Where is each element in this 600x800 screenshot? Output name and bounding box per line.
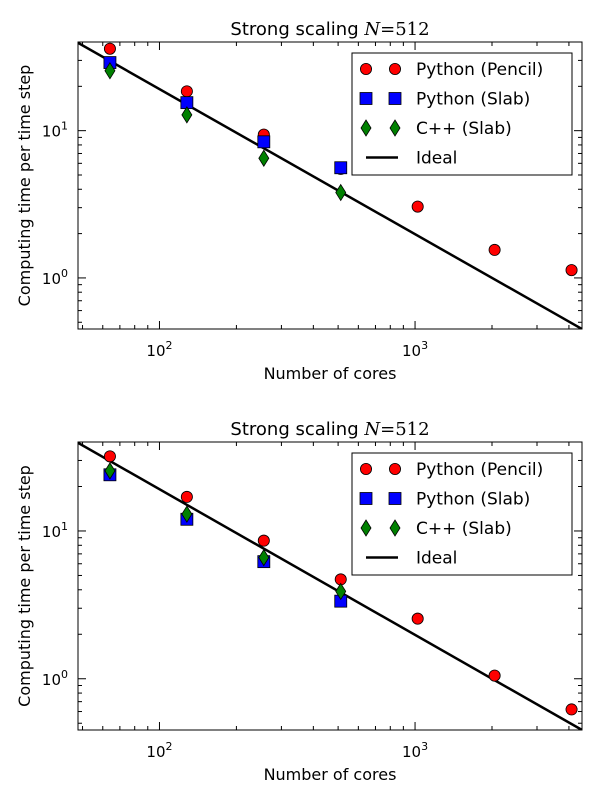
point-python-pencil [411,200,424,213]
x-tick-label: 102 [146,740,172,761]
point-c-slab [258,548,270,567]
point-python-pencil [565,703,578,716]
legend-label: C++ (Slab) [416,119,512,139]
legend: Python (Pencil) Python (Slab) C++ (Slab) Id… [351,452,573,576]
legend-label: C++ (Slab) [416,519,512,539]
legend-marker [359,92,373,105]
legend-marker [359,63,372,76]
legend-marker [359,462,372,475]
x-axis-label: Number of cores [264,765,397,784]
axes-frame [77,41,583,330]
legend-marker [388,92,402,105]
markers [103,450,578,716]
point-python-pencil [411,612,424,625]
ticks [78,441,582,730]
legend-label: Python (Slab) [416,490,530,510]
ideal-line [78,42,582,329]
legend-marker [360,519,372,537]
point-python-pencil [103,42,116,55]
point-c-slab [181,106,193,124]
plot-area [78,442,582,730]
legend-label: Ideal [416,149,457,169]
y-axis-label: Computing time per time step [15,465,34,707]
ideal-line [78,442,582,730]
y-axis-label: Computing time per time step [15,65,34,307]
point-python-pencil [103,450,116,463]
legend-marker [389,119,401,137]
point-python-slab [257,135,271,149]
point-python-pencil [488,669,501,682]
point-c-slab [104,62,116,80]
y-tick-label: 101 [42,120,68,141]
axes-frame [77,441,583,731]
point-python-pencil [565,264,578,277]
plot-area [78,42,582,329]
legend-box [351,52,573,176]
x-tick-label: 103 [402,339,428,360]
point-c-slab [335,183,347,202]
chart-bottom: 102 103 100 101 Strong scaling N=512 Number o… [15,419,583,784]
y-tick-label: 100 [42,668,68,689]
legend-box [351,452,573,576]
legend-marker [389,519,401,537]
legend-label: Python (Pencil) [416,60,543,80]
point-c-slab [104,462,116,480]
point-python-pencil [180,490,193,503]
point-c-slab [258,149,270,167]
legend-label: Ideal [416,549,457,569]
point-c-slab [335,582,347,601]
legend-marker [360,119,372,137]
legend: Python (Pencil) Python (Slab) C++ (Slab) Id… [351,52,573,176]
legend-marker [359,492,373,505]
legend-marker [388,63,401,76]
markers [103,42,578,277]
legend-marker [388,492,402,505]
x-axis-label: Number of cores [264,364,397,383]
chart-title: Strong scaling N=512 [230,419,429,440]
point-c-slab [181,505,193,523]
chart-title: Strong scaling N=512 [230,19,429,40]
legend-label: Python (Pencil) [416,460,543,480]
y-tick-label: 101 [42,520,68,541]
point-python-pencil [180,85,193,98]
point-python-pencil [488,243,501,256]
legend-label: Python (Slab) [416,90,530,110]
legend-marker [388,462,401,475]
point-python-pencil [257,534,270,547]
point-python-slab [334,161,348,175]
x-tick-label: 102 [146,339,172,360]
chart-top: 102 103 100 101 Strong scaling N=512 Number o… [15,19,583,383]
y-tick-label: 100 [42,267,68,288]
x-tick-label: 103 [402,740,428,761]
